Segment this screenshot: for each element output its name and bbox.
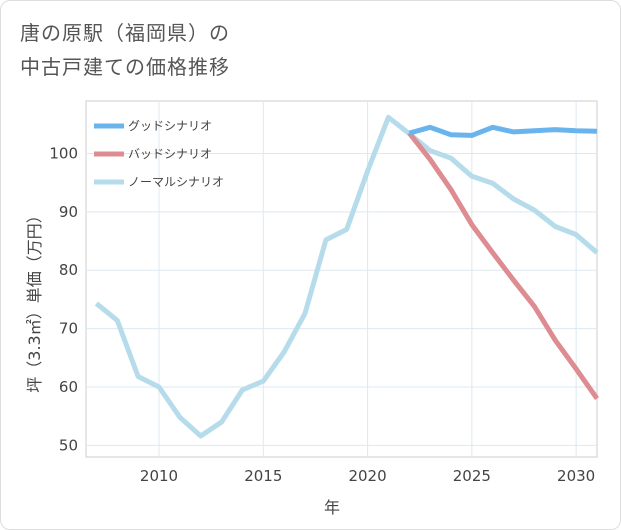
x-tick-label: 2025 [453,467,491,485]
y-tick-label: 60 [59,378,78,396]
y-tick-label: 100 [49,145,78,163]
series-lines [94,114,600,439]
y-tick-label: 80 [59,261,78,279]
series-line-0 [408,124,598,138]
y-axis-label: 坪（3.3㎡）単価（万円） [25,207,44,392]
series-line-2 [94,114,599,439]
x-tick-label: 2010 [140,467,178,485]
x-tick-label: 2015 [244,467,282,485]
series-line-1 [407,131,600,401]
y-tick-label: 50 [59,436,78,454]
legend-label-2: ノーマルシナリオ [128,175,224,189]
x-tick-label: 2020 [348,467,386,485]
x-axis-label: 年 [324,498,340,517]
x-tick-labels: 2010 2015 2020 2025 2030 [140,467,595,485]
title-line-2: 中古戸建ての価格推移 [20,55,230,79]
legend-label-1: バッドシナリオ [128,147,212,161]
x-tick-label: 2030 [557,467,595,485]
y-tick-label: 70 [59,320,78,338]
legend-label-0: グッドシナリオ [128,119,212,133]
title-line-1: 唐の原駅（福岡県）の [20,21,230,45]
y-tick-label: 90 [59,203,78,221]
gridlines [86,101,597,457]
chart-title: 唐の原駅（福岡県）の 中古戸建ての価格推移 [20,16,580,84]
y-tick-labels: 50 60 70 80 90 100 [49,145,78,455]
